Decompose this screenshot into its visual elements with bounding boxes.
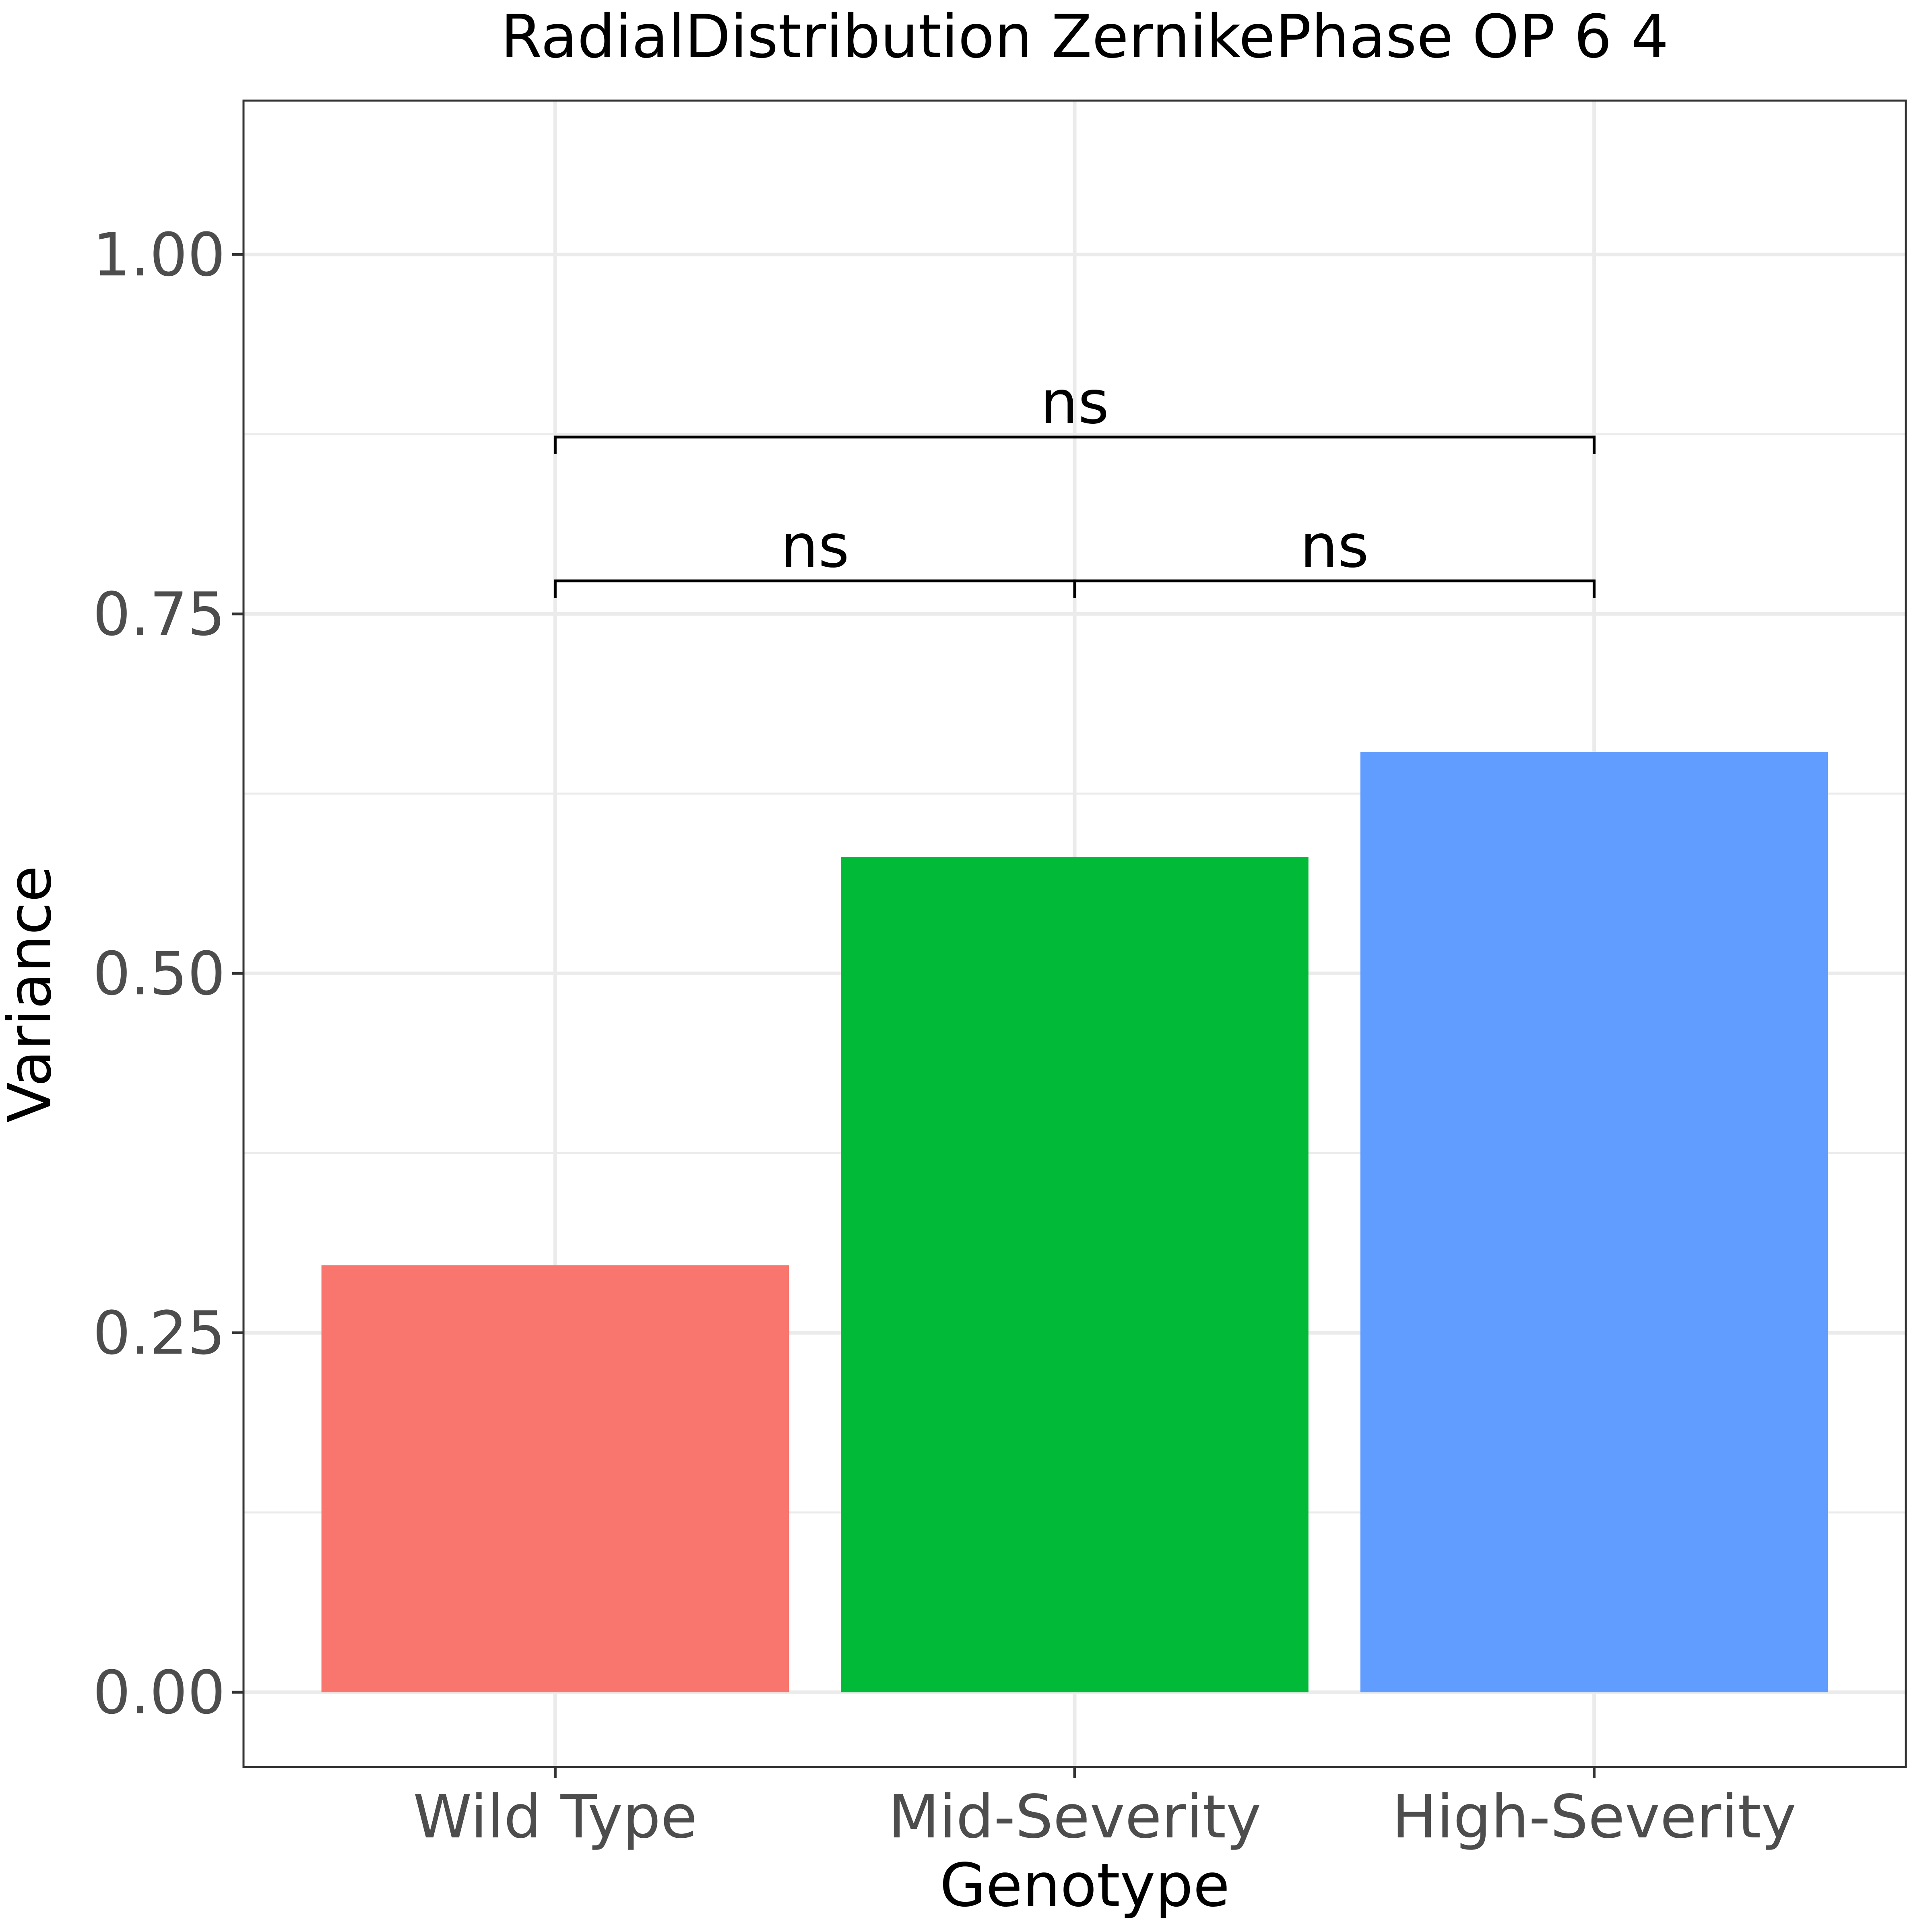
- y-tick-label: 0.50: [93, 939, 225, 1008]
- significance-bracket: [1073, 579, 1596, 598]
- chart-title: RadialDistribution ZernikePhase OP 6 4: [501, 2, 1669, 71]
- y-axis-title: Variance: [0, 865, 64, 1123]
- x-tick-label: Mid-Severity: [888, 1782, 1261, 1852]
- y-tick-label: 0.25: [93, 1298, 225, 1368]
- x-tick-label: Wild Type: [413, 1782, 697, 1852]
- significance-bracket: [553, 436, 1596, 454]
- y-tick-label: 0.00: [93, 1658, 225, 1727]
- plot-area: ns ns ns 0.00 0.25 0.50 0.75 1.00 Wild Type Mid-S…: [93, 99, 1907, 1852]
- y-tick-label: 1.00: [93, 220, 225, 289]
- significance-label: ns: [1300, 512, 1369, 581]
- y-tick-label: 0.75: [93, 580, 225, 649]
- significance-label: ns: [1040, 368, 1109, 437]
- bar-mid-severity: [841, 857, 1309, 1693]
- bar-wild-type: [321, 1265, 789, 1693]
- x-axis-title: Genotype: [940, 1851, 1230, 1920]
- x-tick-label: High-Severity: [1392, 1782, 1796, 1852]
- significance-label: ns: [780, 512, 849, 581]
- bar-high-severity: [1360, 752, 1828, 1693]
